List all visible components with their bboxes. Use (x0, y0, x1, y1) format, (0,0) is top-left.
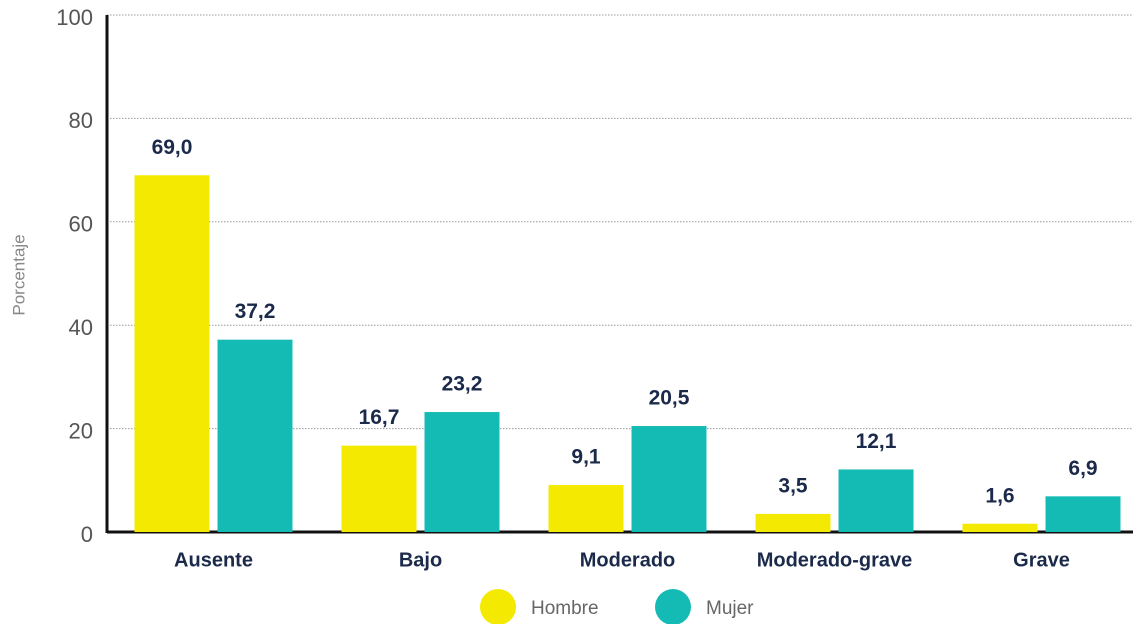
bar (962, 523, 1038, 532)
y-tick-label: 20 (69, 418, 93, 443)
x-tick-label: Bajo (399, 549, 442, 571)
y-tick-label: 80 (69, 108, 93, 133)
data-label: 23,2 (442, 373, 483, 396)
bar (838, 469, 914, 532)
y-axis-label: Porcentaje (9, 234, 28, 315)
data-label: 6,9 (1068, 457, 1097, 480)
legend-label: Hombre (531, 598, 599, 619)
data-label: 3,5 (778, 474, 808, 497)
legend-label: Mujer (706, 598, 754, 619)
data-label: 1,6 (985, 484, 1014, 507)
legend-swatch (480, 589, 516, 624)
data-label: 69,0 (152, 136, 193, 159)
bar (631, 426, 707, 532)
bar (341, 445, 417, 532)
data-label: 20,5 (649, 387, 690, 410)
y-tick-label: 100 (56, 5, 93, 30)
bar (1045, 496, 1121, 532)
data-label: 16,7 (359, 406, 400, 429)
data-label: 9,1 (571, 445, 601, 468)
x-tick-label: Grave (1013, 549, 1070, 571)
x-tick-label: Moderado-grave (757, 549, 913, 571)
y-tick-label: 60 (69, 212, 93, 237)
bar (217, 339, 293, 532)
bar (548, 484, 624, 532)
x-tick-label: Ausente (174, 549, 253, 571)
data-label: 37,2 (235, 300, 276, 323)
bar (424, 412, 500, 532)
x-tick-label: Moderado (580, 549, 676, 571)
bar (134, 175, 210, 532)
bar (755, 513, 831, 532)
data-label: 12,1 (856, 430, 897, 453)
y-tick-label: 40 (69, 315, 93, 340)
y-tick-label: 0 (81, 522, 93, 547)
legend-swatch (655, 589, 691, 624)
